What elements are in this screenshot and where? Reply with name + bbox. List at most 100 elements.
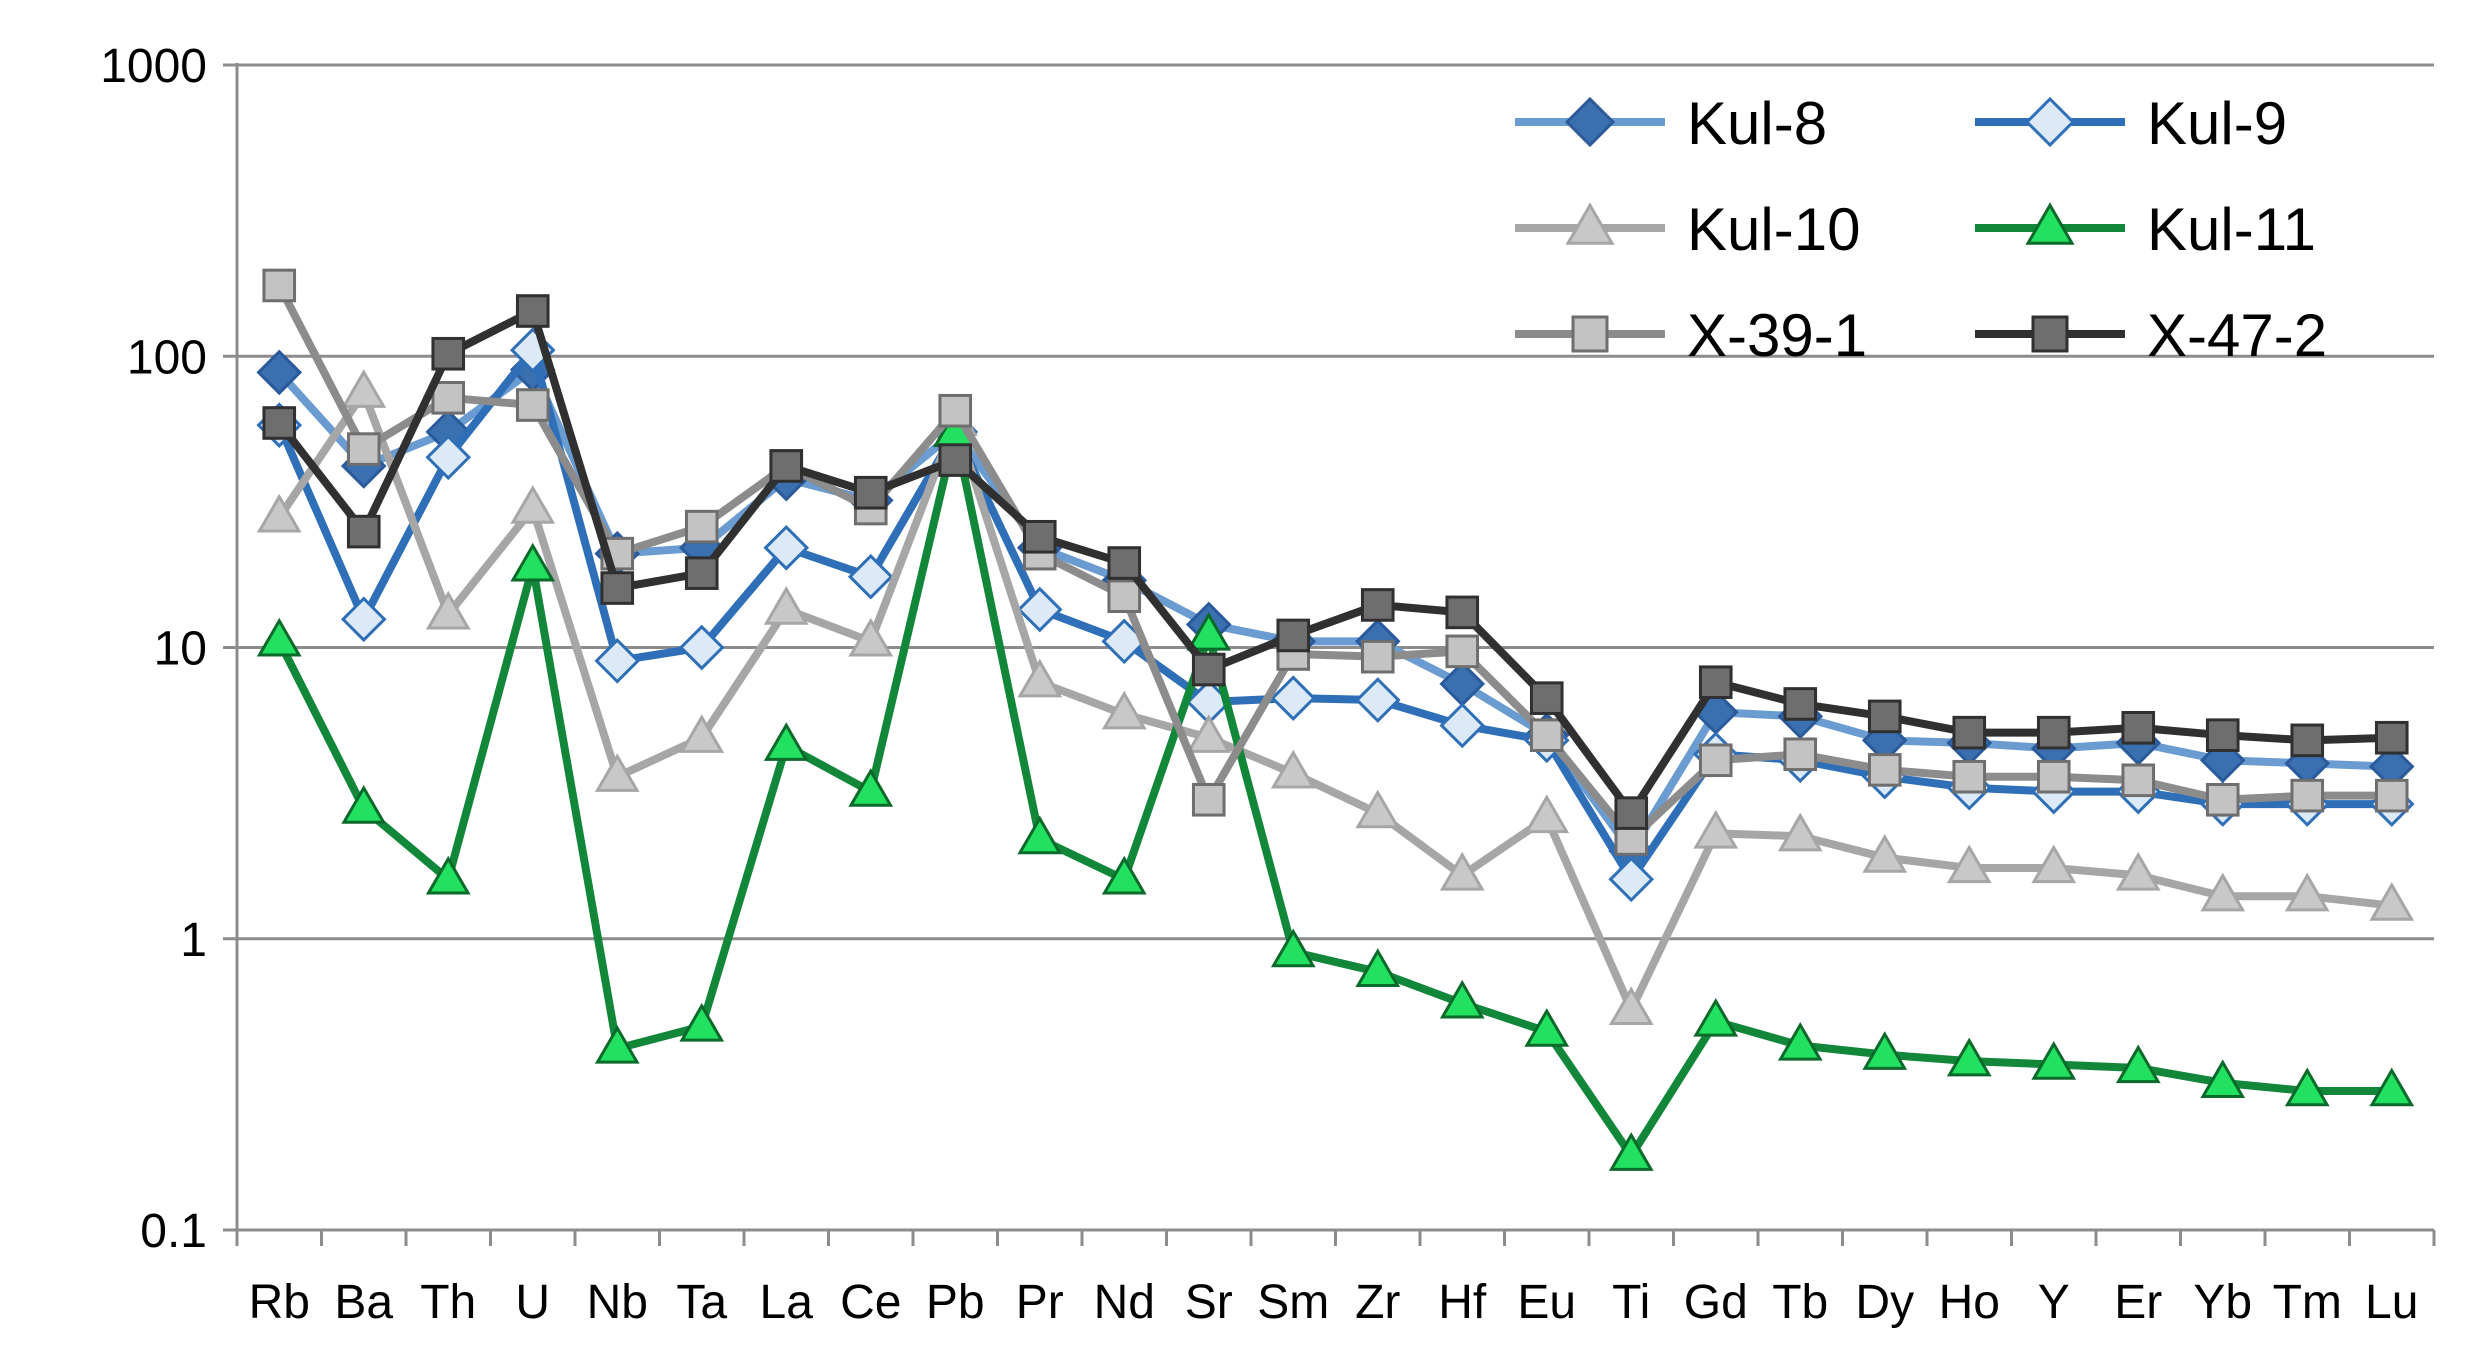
data-point	[2121, 711, 2156, 745]
legend-swatch-marker	[1565, 202, 1615, 245]
series-x-47-2	[262, 294, 2409, 830]
data-point	[2374, 778, 2409, 813]
data-point	[2284, 1067, 2330, 1107]
x-tick-label: Ba	[334, 1276, 393, 1329]
data-point	[1439, 851, 1485, 891]
data-point	[769, 449, 804, 483]
data-point	[2036, 715, 2071, 750]
data-point	[1445, 634, 1480, 669]
data-point	[2290, 778, 2325, 813]
data-point	[1867, 753, 1902, 787]
x-tick-label: Nb	[587, 1276, 648, 1329]
data-point	[1608, 856, 1655, 903]
data-point	[1101, 690, 1147, 730]
data-point	[1439, 702, 1486, 749]
series-group	[256, 268, 2415, 1171]
data-point	[1952, 759, 1987, 794]
data-point	[1698, 665, 1733, 700]
x-tick-label: Pb	[926, 1276, 985, 1329]
data-point	[1608, 986, 1654, 1026]
x-tick-label: Hf	[1438, 1276, 1487, 1329]
data-point	[1360, 588, 1395, 622]
x-tick-label: Er	[2114, 1276, 2162, 1329]
data-point	[1529, 681, 1564, 715]
data-point	[425, 434, 472, 481]
legend-item-kul-8: Kul-8	[1515, 90, 1827, 157]
y-axis-ticks: 1000 100 10 1 0.1	[100, 40, 237, 1258]
data-point	[256, 617, 302, 657]
legend-item-kul-9: Kul-9	[1975, 90, 2287, 157]
data-point	[2205, 782, 2240, 817]
data-point	[1783, 737, 1818, 772]
data-point	[1862, 834, 1908, 873]
x-tick-label: Gd	[1684, 1276, 1748, 1329]
x-tick-label: Ti	[1612, 1276, 1650, 1329]
x-tick-label: Tb	[1772, 1276, 1828, 1329]
x-tick-label: Tm	[2273, 1276, 2342, 1329]
data-point	[1107, 579, 1142, 614]
data-point	[256, 349, 303, 396]
data-point	[763, 722, 809, 761]
series-line	[275, 388, 2393, 1014]
data-point	[1529, 718, 1564, 752]
data-point	[262, 406, 297, 440]
data-point	[1276, 618, 1311, 653]
x-axis-ticks: Rb Ba Th U Nb Ta La Ce Pb Pr Nd Sr Sm Zr Hf Eu Ti Gd Tb Dy H…	[235, 1230, 2436, 1329]
data-point	[1952, 715, 1987, 750]
data-point	[340, 596, 387, 643]
data-point	[1693, 809, 1739, 849]
data-point	[763, 524, 810, 571]
data-point	[938, 443, 973, 477]
data-point	[341, 369, 387, 408]
x-tick-label: Rb	[249, 1276, 310, 1329]
data-point	[425, 855, 471, 895]
legend-label: Kul-9	[2147, 90, 2287, 157]
legend-label: Kul-11	[2147, 196, 2316, 263]
x-tick-label: Nd	[1094, 1276, 1155, 1329]
y-tick-label: 1000	[100, 40, 207, 93]
data-point	[2290, 723, 2325, 758]
data-point	[684, 556, 719, 590]
x-tick-label: Ho	[1939, 1276, 2000, 1329]
series-line	[275, 427, 2392, 1160]
data-point	[2200, 1059, 2246, 1099]
x-tick-label: La	[760, 1276, 814, 1329]
data-point	[2369, 1067, 2415, 1107]
legend-item-x-39-1: X-39-1	[1515, 302, 1867, 369]
data-point	[848, 768, 894, 807]
data-point	[2036, 759, 2071, 794]
legend-swatch-marker	[2025, 202, 2075, 245]
data-point	[1355, 948, 1401, 987]
data-point	[1439, 979, 1485, 1019]
data-point	[1186, 611, 1232, 651]
x-tick-label: Ta	[676, 1276, 727, 1329]
data-point	[1614, 796, 1649, 830]
data-point	[1946, 844, 1992, 884]
data-point	[2374, 720, 2409, 755]
data-point	[594, 638, 641, 684]
legend-swatch-marker	[1571, 315, 1609, 353]
x-tick-label: Pr	[1016, 1276, 1064, 1329]
data-point	[1022, 519, 1057, 554]
data-point	[1017, 815, 1063, 855]
data-point	[2031, 844, 2077, 884]
data-point	[1862, 1031, 1908, 1070]
data-point	[679, 1002, 725, 1042]
x-tick-label: Sm	[1257, 1276, 1329, 1329]
data-point	[515, 294, 550, 328]
legend-swatch-marker	[2024, 96, 2076, 148]
x-tick-label: Yb	[2193, 1276, 2252, 1329]
x-tick-label: Zr	[1355, 1276, 1400, 1329]
data-point	[1355, 789, 1401, 829]
data-point	[1783, 687, 1818, 721]
x-tick-label: Th	[420, 1276, 476, 1329]
series-kul-11	[256, 408, 2415, 1171]
data-point	[1445, 595, 1480, 630]
data-point	[1270, 675, 1317, 721]
legend-swatch-marker	[1564, 96, 1616, 148]
data-point	[262, 268, 297, 303]
data-point	[1107, 546, 1142, 580]
x-tick-label: Eu	[1517, 1276, 1576, 1329]
